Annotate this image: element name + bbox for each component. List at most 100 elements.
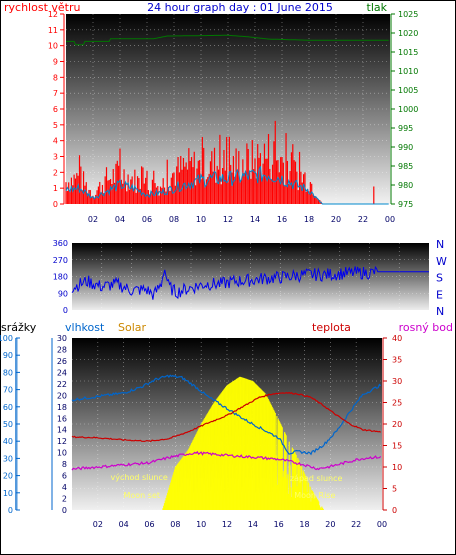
- rain-axis-title: srážky: [1, 321, 37, 334]
- time-tick-label-bottom: 00: [377, 520, 387, 529]
- wind-tick-label: 12: [48, 10, 58, 19]
- rain-tick-label: 40: [3, 437, 13, 446]
- pressure-tick-label: 1010: [398, 67, 418, 76]
- wind-tick-label: 8: [53, 73, 58, 82]
- humidity-tick-label: 10: [57, 449, 67, 458]
- time-tick-label-bottom: 14: [248, 520, 258, 529]
- time-tick-label: 02: [88, 215, 98, 224]
- sun-moon-annotation: Moon set: [123, 491, 160, 500]
- time-tick-label-bottom: 16: [274, 520, 284, 529]
- temperature-tick-label: 0: [392, 506, 397, 515]
- humidity-tick-label: 16: [57, 414, 67, 423]
- time-tick-label: 10: [196, 215, 206, 224]
- pressure-tick-label: 1000: [398, 105, 418, 114]
- time-tick-label-bottom: 10: [196, 520, 206, 529]
- dewpoint-line: [71, 450, 382, 471]
- humidity-axis-title: vlhkost: [65, 321, 105, 334]
- humidity-tick-label: 8: [62, 460, 67, 469]
- wind-tick-label: 5: [53, 121, 58, 130]
- direction-tick-label: 180: [53, 273, 68, 282]
- time-tick-label: 18: [304, 215, 314, 224]
- temperature-tick-label: 35: [392, 356, 402, 365]
- temperature-tick-label: 5: [392, 485, 397, 494]
- humidity-tick-label: 4: [62, 483, 67, 492]
- time-tick-label: 16: [277, 215, 287, 224]
- rain-tick-label: 0: [8, 506, 13, 515]
- time-tick-label: 04: [115, 215, 125, 224]
- direction-tick-label: 0: [63, 306, 68, 315]
- pressure-axis-title: tlak: [367, 1, 388, 14]
- pressure-line: [66, 34, 389, 46]
- wind-tick-label: 1: [53, 184, 58, 193]
- rain-tick-label: 30: [3, 454, 13, 463]
- pressure-tick-label: 1015: [398, 48, 418, 57]
- humidity-tick-label: 12: [57, 437, 67, 446]
- dewpoint-axis-title: rosný bod: [399, 321, 453, 334]
- rain-tick-label: 50: [3, 420, 13, 429]
- direction-tick-label: 270: [53, 256, 68, 265]
- wind-tick-label: 9: [53, 58, 58, 67]
- rain-tick-label: 80: [3, 368, 13, 377]
- time-tick-label-bottom: 08: [170, 520, 180, 529]
- humidity-tick-label: 2: [62, 495, 67, 504]
- time-tick-label: 00: [385, 215, 395, 224]
- pressure-tick-label: 990: [398, 143, 413, 152]
- time-tick-label: 12: [223, 215, 233, 224]
- temperature-line: [71, 391, 382, 443]
- compass-label: N: [436, 238, 444, 251]
- time-tick-label-bottom: 12: [222, 520, 232, 529]
- sun-moon-annotation: východ slunce: [111, 473, 168, 482]
- temperature-tick-label: 30: [392, 377, 402, 386]
- temperature-tick-label: 20: [392, 420, 402, 429]
- time-tick-label: 20: [331, 215, 341, 224]
- humidity-tick-label: 28: [57, 345, 67, 354]
- wind-tick-label: 3: [53, 153, 58, 162]
- direction-tick-label: 90: [58, 289, 68, 298]
- humidity-tick-label: 22: [57, 380, 67, 389]
- pressure-tick-label: 1025: [398, 10, 418, 19]
- humidity-tick-label: 26: [57, 357, 67, 366]
- time-tick-label: 22: [358, 215, 368, 224]
- pressure-tick-label: 980: [398, 181, 413, 190]
- chart-title: 24 hour graph day : 01 June 2015: [147, 1, 333, 14]
- pressure-tick-label: 985: [398, 162, 413, 171]
- pressure-tick-label: 1020: [398, 29, 418, 38]
- wind-direction-line: [71, 265, 429, 300]
- wind-average-line: [65, 166, 389, 205]
- humidity-tick-label: 14: [57, 426, 67, 435]
- solar-axis-title: Solar: [118, 321, 147, 334]
- wind-axis-title: rychlost větru: [4, 1, 80, 14]
- humidity-tick-label: 18: [57, 403, 67, 412]
- rain-tick-label: 10: [3, 489, 13, 498]
- wind-tick-label: 0: [53, 200, 58, 209]
- wind-tick-label: 2: [53, 168, 58, 177]
- rain-tick-label: 20: [3, 472, 13, 481]
- direction-tick-label: 360: [53, 239, 68, 248]
- rain-tick-label: 60: [3, 403, 13, 412]
- sun-moon-annotation: západ slunce: [290, 474, 343, 483]
- humidity-tick-label: 6: [62, 472, 67, 481]
- time-tick-label-bottom: 22: [351, 520, 361, 529]
- pressure-tick-label: 975: [398, 200, 413, 209]
- time-tick-label-bottom: 04: [119, 520, 129, 529]
- humidity-tick-label: 20: [57, 391, 67, 400]
- time-tick-label-bottom: 02: [93, 520, 103, 529]
- temperature-tick-label: 10: [392, 463, 402, 472]
- compass-label: N: [436, 305, 444, 318]
- rain-tick-label: 70: [3, 386, 13, 395]
- temperature-axis-title: teplota: [312, 321, 351, 334]
- pressure-tick-label: 995: [398, 124, 413, 133]
- wind-tick-label: 11: [48, 26, 58, 35]
- compass-label: W: [436, 255, 447, 268]
- humidity-tick-label: 0: [62, 506, 67, 515]
- temperature-tick-label: 15: [392, 442, 402, 451]
- rain-tick-label: 100: [0, 334, 13, 343]
- humidity-tick-label: 30: [57, 334, 67, 343]
- time-tick-label-bottom: 20: [325, 520, 335, 529]
- sun-moon-annotation: Moon Rise: [294, 491, 335, 500]
- humidity-tick-label: 24: [57, 368, 67, 377]
- compass-label: E: [436, 288, 443, 301]
- wind-tick-label: 7: [53, 89, 58, 98]
- wind-tick-label: 10: [48, 42, 58, 51]
